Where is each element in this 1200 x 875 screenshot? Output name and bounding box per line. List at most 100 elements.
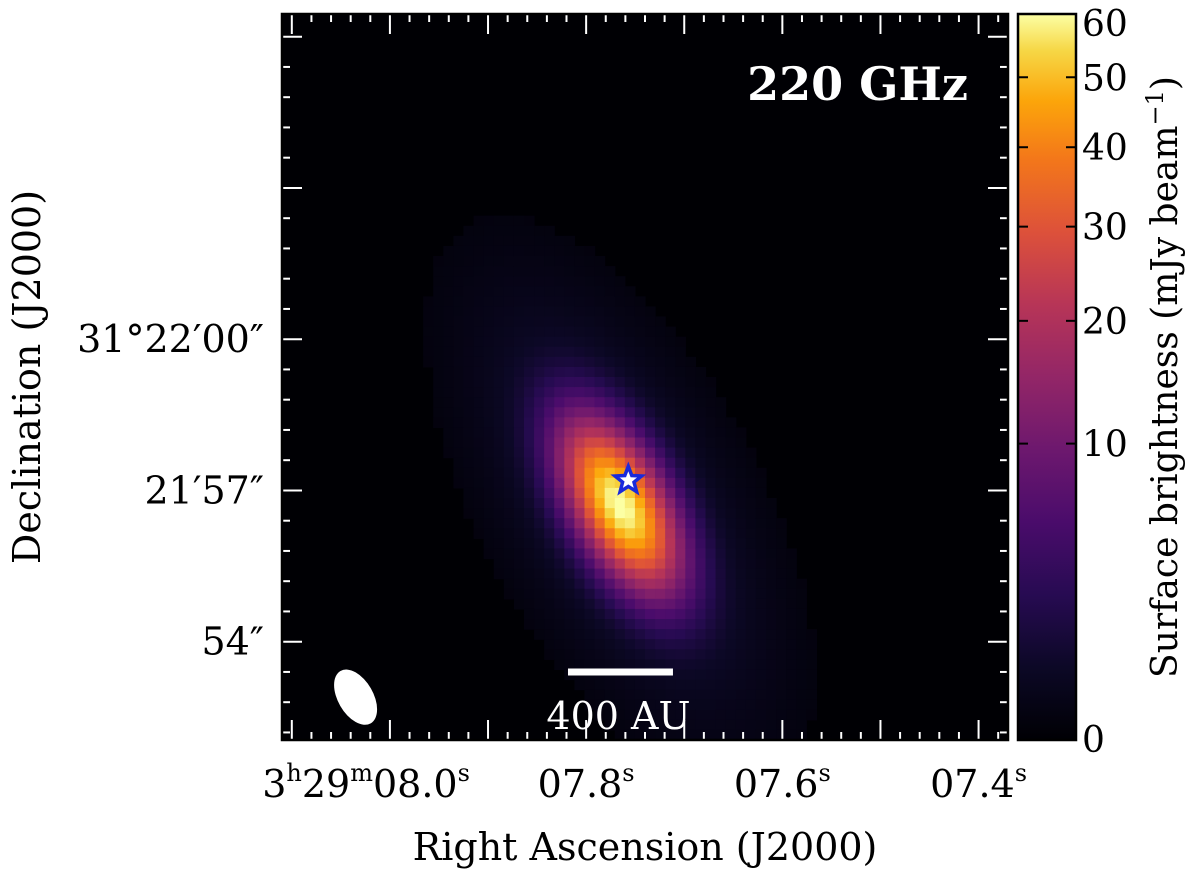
heatmap-cell [645, 538, 656, 550]
heatmap-cell [806, 639, 818, 650]
heatmap-cell [423, 346, 434, 358]
heatmap-cell [584, 407, 596, 418]
heatmap-cell [634, 447, 646, 459]
heatmap-cell [564, 467, 576, 479]
heatmap-cell [645, 346, 656, 358]
heatmap-cell [463, 397, 475, 408]
heatmap-cell [776, 538, 787, 550]
heatmap-cell [604, 649, 616, 660]
heatmap-cell [614, 508, 626, 519]
heatmap-cell [725, 588, 737, 600]
heatmap-cell [584, 326, 596, 338]
heatmap-cell [544, 598, 555, 610]
heatmap-cell [544, 356, 555, 368]
heatmap-cell [604, 689, 616, 701]
heatmap-cell [564, 508, 576, 519]
heatmap-cell [513, 326, 525, 338]
heatmap-cell [463, 296, 475, 308]
heatmap-cell [735, 729, 747, 740]
heatmap-cell [483, 346, 495, 358]
heatmap-cell [675, 467, 686, 479]
heatmap-cell [634, 548, 646, 560]
heatmap-cell [513, 477, 525, 489]
heatmap-cell [665, 659, 676, 671]
heatmap-cell [776, 608, 787, 620]
heatmap-cell [665, 387, 676, 398]
heatmap-cell [705, 528, 717, 539]
heatmap-cell [604, 538, 616, 550]
heatmap-cell [766, 548, 777, 560]
heatmap-cell [614, 286, 626, 297]
heatmap-cell [675, 608, 686, 620]
heatmap-cell [766, 558, 777, 570]
heatmap-cell [594, 659, 606, 671]
heatmap-cell [443, 336, 455, 348]
heatmap-cell [634, 336, 646, 348]
heatmap-cell [574, 336, 586, 348]
heatmap-cell [624, 387, 636, 398]
heatmap-cell [645, 649, 656, 660]
heatmap-cell [584, 558, 596, 570]
heatmap-cell [503, 538, 515, 550]
heatmap-cell [564, 266, 576, 277]
heatmap-cell [725, 508, 737, 519]
heatmap-cell [473, 487, 485, 499]
heatmap-cell [524, 225, 535, 237]
heatmap-cell [634, 437, 646, 449]
heatmap-cell [766, 498, 777, 509]
heatmap-cell [766, 699, 777, 711]
heatmap-cell [776, 568, 787, 580]
heatmap-cell [503, 377, 515, 388]
heatmap-cell [715, 629, 727, 640]
heatmap-cell [483, 225, 495, 237]
heatmap-cell [624, 346, 636, 358]
heatmap-cell [433, 346, 444, 358]
heatmap-cell [513, 578, 525, 590]
heatmap-cell [524, 508, 535, 519]
heatmap-cell [614, 296, 626, 308]
panel-label: 220 GHz [747, 57, 968, 111]
heatmap-cell [645, 629, 656, 640]
heatmap-cell [554, 568, 565, 580]
heatmap-cell [513, 538, 525, 550]
heatmap-cell [614, 629, 626, 640]
heatmap-cell [513, 225, 525, 237]
y-tick-label: 54″ [201, 620, 264, 664]
heatmap-cell [503, 397, 515, 408]
heatmap-cell [786, 719, 797, 731]
heatmap-cell [604, 316, 616, 328]
heatmap-cell [574, 608, 586, 620]
y-tick-label: 21′57″ [144, 468, 264, 512]
heatmap-cell [544, 366, 555, 378]
heatmap-cell [725, 427, 737, 439]
heatmap-cell [433, 296, 444, 308]
heatmap-cell [705, 588, 717, 600]
heatmap-cell [725, 608, 737, 620]
heatmap-cell [645, 548, 656, 560]
heatmap-cell [594, 397, 606, 408]
heatmap-cell [574, 286, 586, 297]
heatmap-cell [624, 649, 636, 660]
heatmap-cell [493, 417, 505, 429]
heatmap-cell [483, 387, 495, 398]
heatmap-cell [584, 659, 596, 671]
heatmap-cell [685, 477, 697, 489]
heatmap-cell [594, 477, 606, 489]
heatmap-cell [483, 508, 495, 519]
heatmap-cell [675, 598, 686, 610]
heatmap-cell [503, 498, 515, 509]
heatmap-cell [584, 437, 596, 449]
heatmap-cell [634, 407, 646, 418]
heatmap-cell [715, 568, 727, 580]
heatmap-cell [675, 528, 686, 539]
heatmap-cell [524, 316, 535, 328]
heatmap-cell [463, 326, 475, 338]
heatmap-cell [725, 619, 737, 630]
colorbar-tick-label: 60 [1082, 4, 1128, 45]
heatmap-cell [473, 528, 485, 539]
heatmap-cell [433, 356, 444, 368]
heatmap-cell [685, 659, 697, 671]
colorbar-label: Surface brightness (mJy beam−1) [1141, 76, 1186, 678]
heatmap-cell [493, 467, 505, 479]
heatmap-cell [655, 709, 666, 721]
